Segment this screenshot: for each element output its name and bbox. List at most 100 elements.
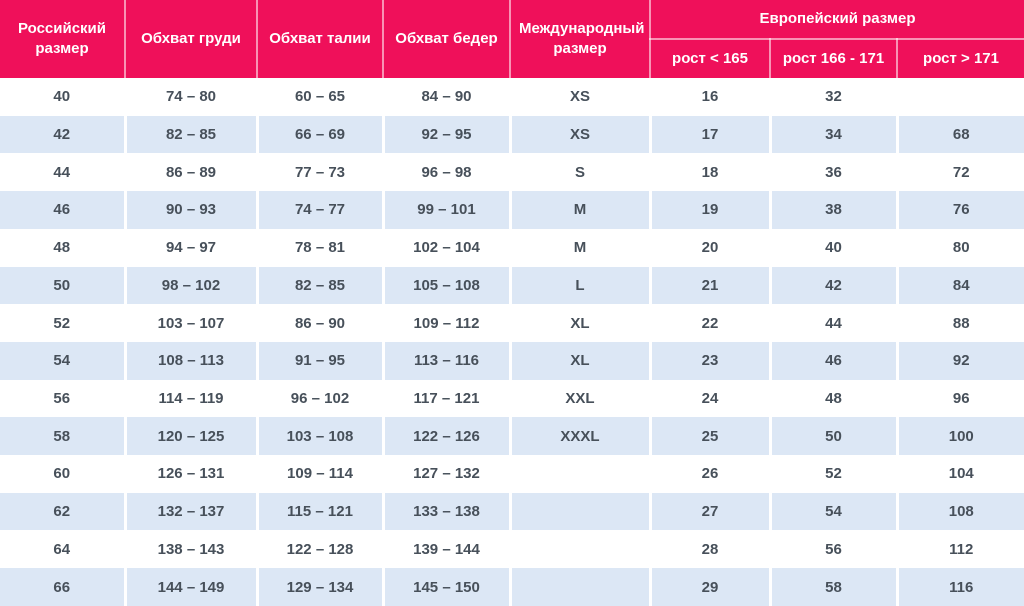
table-cell: 60 xyxy=(0,455,127,493)
table-cell: 86 – 90 xyxy=(257,304,385,342)
table-row: 42 82 – 85 66 – 69 92 – 95 XS 17 34 68 xyxy=(0,115,1024,154)
table-row: 60 126 – 131 109 – 114 127 – 132 26 52 104 xyxy=(0,455,1024,493)
table-cell: 76 xyxy=(897,191,1024,229)
table-cell: 115 – 121 xyxy=(257,492,385,531)
table-cell: M xyxy=(510,191,652,229)
table-cell: 133 – 138 xyxy=(383,492,512,531)
table-cell: 82 – 85 xyxy=(257,266,385,305)
table-cell: 104 xyxy=(897,455,1024,493)
header-waist: Обхват талии xyxy=(257,0,384,78)
table-cell: 68 xyxy=(897,115,1024,154)
table-cell: 117 – 121 xyxy=(383,379,512,418)
table-cell: 42 xyxy=(0,115,127,154)
table-cell: S xyxy=(510,153,652,192)
table-cell: 92 – 95 xyxy=(383,115,512,154)
table-cell: XL xyxy=(510,304,652,342)
table-cell: 56 xyxy=(0,379,127,418)
table-cell: 28 xyxy=(650,530,772,569)
table-cell: 18 xyxy=(650,153,772,192)
table-cell: 42 xyxy=(770,266,899,305)
table-cell: 29 xyxy=(650,568,772,606)
header-chest: Обхват груди xyxy=(125,0,258,78)
table-cell: 109 – 112 xyxy=(383,304,512,342)
table-cell: 34 xyxy=(770,115,899,154)
table-cell: 96 – 102 xyxy=(257,379,385,418)
table-cell: 102 – 104 xyxy=(383,228,512,267)
table-cell: 103 – 108 xyxy=(257,417,385,456)
table-row: 56 114 – 119 96 – 102 117 – 121 XXL 24 48 96 xyxy=(0,379,1024,418)
table-cell: 108 – 113 xyxy=(125,341,259,380)
table-cell: 54 xyxy=(770,492,899,531)
table-cell: 86 – 89 xyxy=(125,153,259,192)
table-cell xyxy=(510,530,652,569)
table-cell: 120 – 125 xyxy=(125,417,259,456)
table-cell: 100 xyxy=(897,417,1024,456)
table-cell: 109 – 114 xyxy=(257,455,385,493)
table-cell: M xyxy=(510,228,652,267)
table-cell: 22 xyxy=(650,304,772,342)
table-cell: 38 xyxy=(770,191,899,229)
table-cell: 116 xyxy=(897,568,1024,606)
table-cell: 54 xyxy=(0,341,127,380)
table-cell: 40 xyxy=(770,228,899,267)
table-cell: 132 – 137 xyxy=(125,492,259,531)
size-table-body: 40 74 – 80 60 – 65 84 – 90 XS 16 32 42 82 – 85 66… xyxy=(0,78,1024,606)
table-cell: 50 xyxy=(0,266,127,305)
table-cell: 66 xyxy=(0,568,127,606)
table-row: 54 108 – 113 91 – 95 113 – 116 XL 23 46 92 xyxy=(0,341,1024,380)
header-russian-size: Российский размер xyxy=(0,0,126,78)
table-row: 64 138 – 143 122 – 128 139 – 144 28 56 112 xyxy=(0,530,1024,569)
table-cell: 58 xyxy=(0,417,127,456)
table-cell: 56 xyxy=(770,530,899,569)
table-cell: 24 xyxy=(650,379,772,418)
table-cell: L xyxy=(510,266,652,305)
table-cell: 44 xyxy=(0,153,127,192)
table-row: 52 103 – 107 86 – 90 109 – 112 XL 22 44 88 xyxy=(0,304,1024,342)
table-cell: 74 – 77 xyxy=(257,191,385,229)
table-cell: 84 – 90 xyxy=(383,78,512,116)
table-cell: 103 – 107 xyxy=(125,304,259,342)
table-cell: 46 xyxy=(0,191,127,229)
table-cell: 62 xyxy=(0,492,127,531)
table-cell: XXL xyxy=(510,379,652,418)
table-cell: 96 xyxy=(897,379,1024,418)
table-cell: 99 – 101 xyxy=(383,191,512,229)
table-row: 46 90 – 93 74 – 77 99 – 101 M 19 38 76 xyxy=(0,191,1024,229)
table-cell: 138 – 143 xyxy=(125,530,259,569)
table-cell: 82 – 85 xyxy=(125,115,259,154)
table-cell: 80 xyxy=(897,228,1024,267)
table-cell: 112 xyxy=(897,530,1024,569)
header-international-size: Международный размер xyxy=(510,0,651,78)
table-cell: 23 xyxy=(650,341,772,380)
table-cell: 60 – 65 xyxy=(257,78,385,116)
table-row: 44 86 – 89 77 – 73 96 – 98 S 18 36 72 xyxy=(0,153,1024,192)
table-cell: 48 xyxy=(0,228,127,267)
table-cell xyxy=(510,568,652,606)
table-cell: 145 – 150 xyxy=(383,568,512,606)
table-cell: 44 xyxy=(770,304,899,342)
table-cell xyxy=(897,78,1024,116)
table-cell: 52 xyxy=(0,304,127,342)
table-cell: XL xyxy=(510,341,652,380)
table-cell: 84 xyxy=(897,266,1024,305)
header-height-gt-171: рост > 171 xyxy=(897,39,1024,78)
table-cell: 21 xyxy=(650,266,772,305)
table-cell: 113 – 116 xyxy=(383,341,512,380)
table-cell: 94 – 97 xyxy=(125,228,259,267)
table-cell: 48 xyxy=(770,379,899,418)
table-cell: 19 xyxy=(650,191,772,229)
table-cell: 20 xyxy=(650,228,772,267)
table-cell: 122 – 126 xyxy=(383,417,512,456)
table-row: 66 144 – 149 129 – 134 145 – 150 29 58 116 xyxy=(0,568,1024,606)
table-cell: 91 – 95 xyxy=(257,341,385,380)
table-cell: 144 – 149 xyxy=(125,568,259,606)
table-cell: 52 xyxy=(770,455,899,493)
table-row: 50 98 – 102 82 – 85 105 – 108 L 21 42 84 xyxy=(0,266,1024,305)
table-cell: XS xyxy=(510,78,652,116)
table-cell: XXXL xyxy=(510,417,652,456)
table-cell: 40 xyxy=(0,78,127,116)
table-cell: 122 – 128 xyxy=(257,530,385,569)
table-row: 40 74 – 80 60 – 65 84 – 90 XS 16 32 xyxy=(0,78,1024,116)
table-cell: 98 – 102 xyxy=(125,266,259,305)
